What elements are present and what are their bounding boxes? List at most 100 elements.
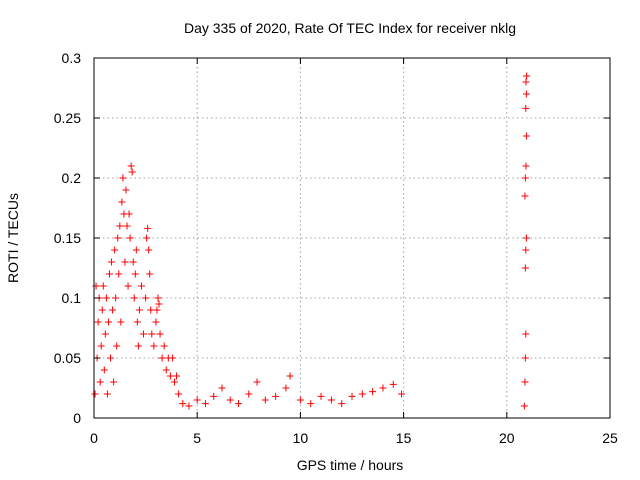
data-point	[245, 390, 253, 398]
data-point	[522, 162, 530, 170]
data-point	[155, 300, 163, 308]
data-point	[123, 222, 131, 230]
data-point	[348, 392, 356, 400]
data-point	[369, 388, 377, 396]
y-tick-label: 0	[73, 410, 81, 426]
y-tick-label: 0.2	[62, 170, 82, 186]
x-tick-label: 20	[499, 430, 515, 446]
data-point	[134, 342, 142, 350]
data-point	[358, 390, 366, 398]
data-point	[307, 400, 315, 408]
data-point	[286, 372, 294, 380]
data-point	[105, 270, 113, 278]
data-point	[108, 258, 116, 266]
data-point	[521, 378, 529, 386]
data-point	[389, 380, 397, 388]
data-point	[125, 210, 133, 218]
y-tick-label: 0.25	[54, 110, 81, 126]
data-point	[146, 270, 154, 278]
data-point	[296, 396, 304, 404]
data-point	[522, 132, 530, 140]
data-point	[132, 246, 140, 254]
data-point	[144, 224, 152, 232]
data-point	[521, 192, 529, 200]
data-point	[96, 378, 104, 386]
data-point	[201, 400, 209, 408]
data-point	[119, 174, 127, 182]
data-point	[142, 294, 150, 302]
data-point	[118, 198, 126, 206]
data-point	[162, 366, 170, 374]
data-point	[520, 402, 528, 410]
data-point	[210, 392, 218, 400]
data-points	[91, 72, 531, 410]
data-point	[111, 246, 119, 254]
data-point	[143, 234, 151, 242]
data-point	[130, 294, 138, 302]
data-point	[104, 318, 112, 326]
grid-lines	[94, 58, 610, 418]
data-point	[135, 306, 143, 314]
axis-ticks	[93, 57, 611, 419]
data-point	[379, 384, 387, 392]
data-point	[193, 396, 201, 404]
data-point	[398, 390, 406, 398]
data-point	[128, 168, 136, 176]
x-tick-label: 15	[396, 430, 412, 446]
data-point	[133, 318, 141, 326]
tick-labels: 0 5 10 15 20 25 0 0.05 0.1 0.15 0.2 0.25 0.3	[54, 50, 618, 446]
data-point	[127, 162, 135, 170]
data-point	[185, 402, 193, 410]
data-point	[166, 372, 174, 380]
data-point	[100, 366, 108, 374]
data-point	[327, 396, 335, 404]
data-point	[137, 282, 145, 290]
data-point	[253, 378, 261, 386]
data-point	[98, 306, 106, 314]
data-point	[150, 342, 158, 350]
x-axis-label: GPS time / hours	[297, 457, 404, 473]
data-point	[282, 384, 290, 392]
data-point	[131, 270, 139, 278]
data-point	[121, 258, 129, 266]
data-point	[234, 400, 242, 408]
x-tick-label: 25	[602, 430, 618, 446]
data-point	[218, 384, 226, 392]
data-point	[261, 396, 269, 404]
y-tick-label: 0.15	[54, 230, 81, 246]
data-point	[107, 354, 115, 362]
data-point	[317, 392, 325, 400]
data-point	[148, 330, 156, 338]
data-point	[124, 282, 132, 290]
data-point	[522, 330, 530, 338]
data-point	[153, 306, 161, 314]
data-point	[522, 234, 530, 242]
data-point	[126, 234, 134, 242]
data-point	[154, 294, 162, 302]
data-point	[91, 390, 99, 398]
data-point	[145, 246, 153, 254]
data-point	[114, 234, 122, 242]
data-point	[179, 400, 187, 408]
data-point	[116, 222, 124, 230]
data-point	[147, 306, 155, 314]
data-point	[522, 246, 530, 254]
data-point	[158, 354, 166, 362]
data-point	[521, 174, 529, 182]
data-point	[522, 104, 530, 112]
data-point	[94, 318, 102, 326]
data-point	[99, 282, 107, 290]
data-point	[113, 342, 121, 350]
y-axis-label: ROTI / TECUs	[5, 193, 21, 283]
data-point	[168, 354, 176, 362]
data-point	[272, 392, 280, 400]
data-point	[117, 318, 125, 326]
data-point	[102, 294, 110, 302]
data-point	[160, 342, 168, 350]
data-point	[129, 258, 137, 266]
data-point	[152, 318, 160, 326]
data-point	[522, 90, 530, 98]
y-tick-label: 0.05	[54, 350, 81, 366]
x-tick-label: 0	[90, 430, 98, 446]
